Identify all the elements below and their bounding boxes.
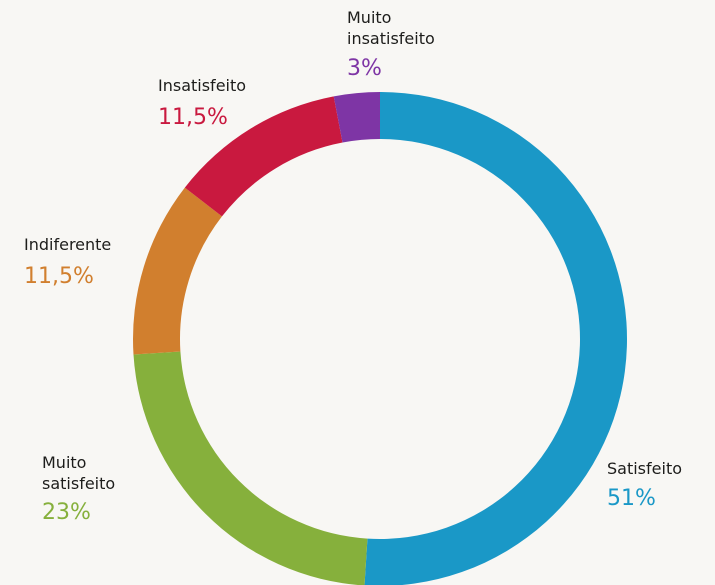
segment-label: Indiferente (24, 235, 112, 254)
value-label: 11,5% (24, 264, 94, 289)
donut-segment (333, 92, 380, 143)
donut-segment (133, 351, 368, 585)
segment-label: Insatisfeito (158, 76, 247, 95)
segment-label: Muito satisfeito (42, 453, 116, 493)
segment-label: Muito insatisfeito (347, 8, 435, 48)
value-label: 11,5% (158, 105, 228, 130)
segment-label: Satisfeito (607, 459, 682, 478)
donut-segment (133, 187, 222, 355)
donut-segment (364, 92, 627, 585)
value-label: 23% (42, 500, 91, 525)
donut-segment (184, 96, 343, 217)
value-label: 51% (607, 486, 656, 511)
value-label: 3% (347, 56, 382, 81)
